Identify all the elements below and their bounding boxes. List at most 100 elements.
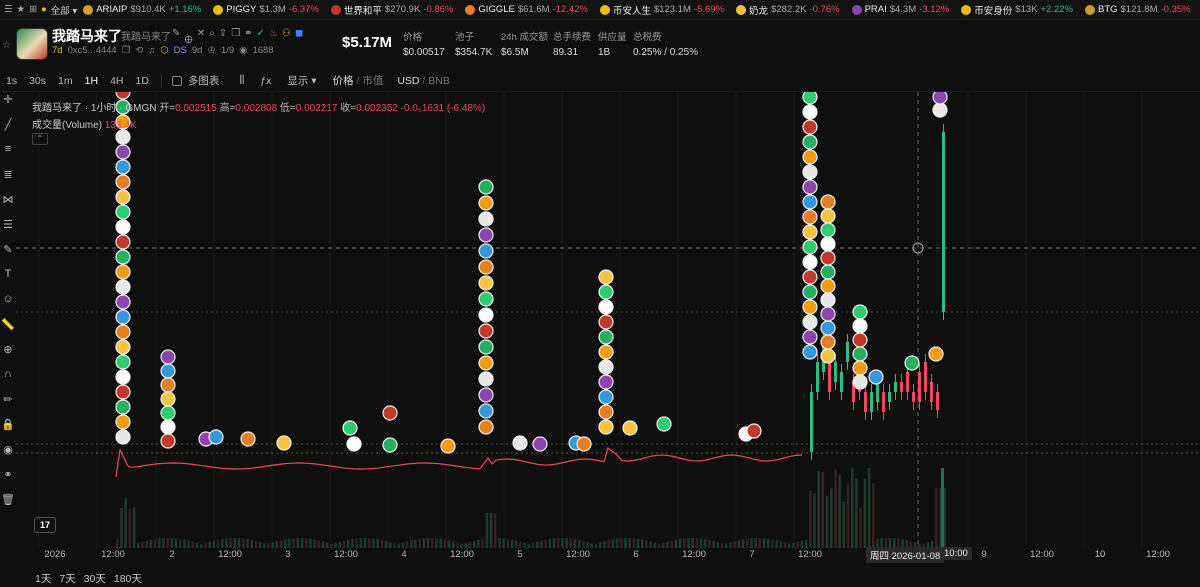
checkbox-multi-chart[interactable]: 多图表 bbox=[171, 73, 219, 88]
text-icon[interactable]: T bbox=[4, 268, 12, 280]
trade-bubble bbox=[928, 346, 944, 362]
volume-bar bbox=[855, 478, 858, 548]
trade-bubble bbox=[208, 429, 224, 445]
candle-body bbox=[888, 392, 891, 402]
volume-bar bbox=[771, 539, 774, 548]
ticker-item[interactable]: 币安身份 $13K +2.22% bbox=[961, 3, 1073, 17]
volume-bar bbox=[132, 507, 136, 548]
volume-bar bbox=[641, 539, 644, 548]
tradingview-logo[interactable]: 17 bbox=[34, 517, 56, 533]
trendline-icon[interactable]: ╱ bbox=[4, 118, 12, 131]
crosshair-icon[interactable]: ✛ bbox=[3, 93, 13, 106]
range-button[interactable]: 1天 bbox=[35, 573, 52, 585]
ruler-icon[interactable]: 📏 bbox=[1, 318, 15, 331]
menu-icon[interactable]: ☰ bbox=[4, 4, 13, 15]
timeframe-30s[interactable]: 30s bbox=[29, 74, 47, 87]
ticker-item[interactable]: 币安人生 $123.1M -5.69% bbox=[599, 3, 724, 17]
token-logo-icon bbox=[851, 4, 862, 15]
trade-bubble bbox=[478, 355, 494, 371]
volume-bar bbox=[531, 542, 535, 548]
volume-bar bbox=[859, 507, 862, 548]
ticker-filter-all[interactable]: 全部 ▾ bbox=[50, 5, 78, 17]
ticker-item[interactable]: PIGGY $1.3M -6.37% bbox=[213, 3, 319, 17]
trash-icon[interactable]: 🗑 bbox=[1, 493, 15, 506]
volume-bar bbox=[708, 539, 711, 548]
emoji-icon[interactable]: ☺ bbox=[2, 293, 14, 305]
parallel-channel-icon[interactable]: ≣ bbox=[3, 168, 13, 181]
volume-bar bbox=[305, 538, 308, 548]
web-icon[interactable]: 🜨 bbox=[184, 35, 193, 46]
lock-drawing-icon[interactable]: ✏ bbox=[3, 393, 13, 406]
legend-low: 0.002217 bbox=[295, 103, 338, 114]
ticker-item[interactable]: PRAI $4.3M -3.12% bbox=[851, 3, 949, 17]
volume-bar bbox=[250, 540, 253, 548]
candle-type-icon[interactable]: ⫼ bbox=[239, 74, 245, 86]
coin-icon[interactable]: ● bbox=[41, 4, 47, 15]
token-icon-row: ✎ 🜨 ✕ ⌕ ⇪ ❐ ⚭ ✓ ♨ ⚇ ◼ bbox=[172, 28, 303, 49]
bell-icon[interactable]: ♫ bbox=[148, 45, 156, 56]
copy-icon[interactable]: ❐ bbox=[231, 28, 241, 39]
twitter-icon[interactable]: ✕ bbox=[196, 28, 206, 39]
stat-4: 供应量 1B bbox=[598, 32, 627, 58]
fib-icon[interactable]: ☰ bbox=[3, 218, 13, 231]
range-button[interactable]: 7天 bbox=[59, 573, 76, 585]
horizontal-lines-icon[interactable]: ≡ bbox=[4, 143, 12, 155]
chart-legend: 我踏马来了 · 1小时 · GMGN 开=0.002515 高=0.002808… bbox=[32, 103, 486, 114]
price-chart[interactable] bbox=[16, 92, 1200, 548]
star-icon[interactable]: ★ bbox=[16, 4, 26, 15]
timeframe-1m[interactable]: 1m bbox=[58, 74, 73, 87]
volume-bar bbox=[569, 538, 573, 548]
ticker-item[interactable]: 奶龙 $282.2K -0.76% bbox=[736, 3, 840, 17]
legend-open: 0.002515 bbox=[175, 103, 217, 114]
share-icon[interactable]: ⇪ bbox=[218, 28, 228, 39]
trade-bubble bbox=[852, 332, 868, 348]
volume-bar bbox=[473, 540, 476, 548]
trade-bubble bbox=[802, 194, 818, 210]
magnet-icon[interactable]: ∩ bbox=[4, 368, 12, 380]
search-icon[interactable]: ⌕ bbox=[209, 28, 215, 39]
volume-bar bbox=[414, 539, 417, 548]
token-logo-icon bbox=[83, 4, 94, 15]
volume-bar bbox=[611, 539, 615, 548]
collapse-legend-button[interactable]: ⌃ bbox=[32, 133, 48, 145]
trade-bubble bbox=[160, 391, 176, 407]
pattern-icon[interactable]: ⋈ bbox=[2, 193, 14, 206]
link-icon[interactable]: ⚭ bbox=[244, 28, 253, 39]
brush-icon[interactable]: ✎ bbox=[3, 243, 13, 256]
usd-bnb-toggle[interactable]: USD / BNB bbox=[397, 74, 450, 87]
time-axis[interactable]: 2026 12:00 2 12:00 3 12:00 4 12:00 5 12:00 6 12:00 7… bbox=[16, 548, 1200, 562]
refresh-icon[interactable]: ⟲ bbox=[135, 45, 144, 56]
volume-bar bbox=[683, 538, 686, 548]
display-dropdown[interactable]: 显示 ▾ bbox=[287, 75, 317, 87]
favorite-star-icon[interactable]: ☆ bbox=[2, 40, 11, 51]
volume-bar bbox=[775, 540, 778, 548]
ticker-item[interactable]: BTG $121.8M -0.35% bbox=[1084, 3, 1191, 17]
volume-bar bbox=[712, 540, 715, 548]
volume-bar bbox=[813, 493, 816, 548]
lock-icon[interactable]: 🔒 bbox=[1, 418, 15, 431]
timeframe-4H[interactable]: 4H bbox=[110, 74, 124, 87]
trade-bubble bbox=[115, 369, 131, 385]
trade-bubble bbox=[478, 403, 494, 419]
copy-address-icon[interactable]: ❐ bbox=[121, 45, 131, 56]
timeframe-1s[interactable]: 1s bbox=[6, 74, 18, 87]
ticker-item[interactable]: GIGGLE $61.6M -12.42% bbox=[465, 3, 588, 17]
price-mcap-toggle[interactable]: 价格 / 市值 bbox=[332, 75, 384, 87]
range-button[interactable]: 180天 bbox=[113, 573, 142, 585]
grid-icon[interactable]: ⊞ bbox=[29, 4, 38, 15]
token-address[interactable]: 0xc5...4444 bbox=[67, 45, 117, 56]
edit-icon[interactable]: ✎ bbox=[172, 28, 181, 39]
timeframe-1H[interactable]: 1H bbox=[84, 74, 99, 87]
link-tools-icon[interactable]: ⚭ bbox=[3, 468, 13, 481]
trade-bubble bbox=[820, 264, 836, 280]
ticker-item[interactable]: 世界和平 $270.9K -0.86% bbox=[330, 3, 453, 17]
volume-bar bbox=[594, 543, 598, 548]
volume-bar bbox=[943, 488, 946, 548]
range-button[interactable]: 30天 bbox=[83, 573, 106, 585]
zoom-icon[interactable]: ⊕ bbox=[3, 343, 13, 356]
volume-bar bbox=[326, 542, 329, 548]
ticker-item[interactable]: ARIAIP $910.4K +1.16% bbox=[83, 3, 201, 17]
indicators-icon[interactable]: ƒx bbox=[260, 74, 272, 87]
timeframe-1D[interactable]: 1D bbox=[135, 74, 149, 87]
visibility-icon[interactable]: ◉ bbox=[3, 443, 13, 456]
